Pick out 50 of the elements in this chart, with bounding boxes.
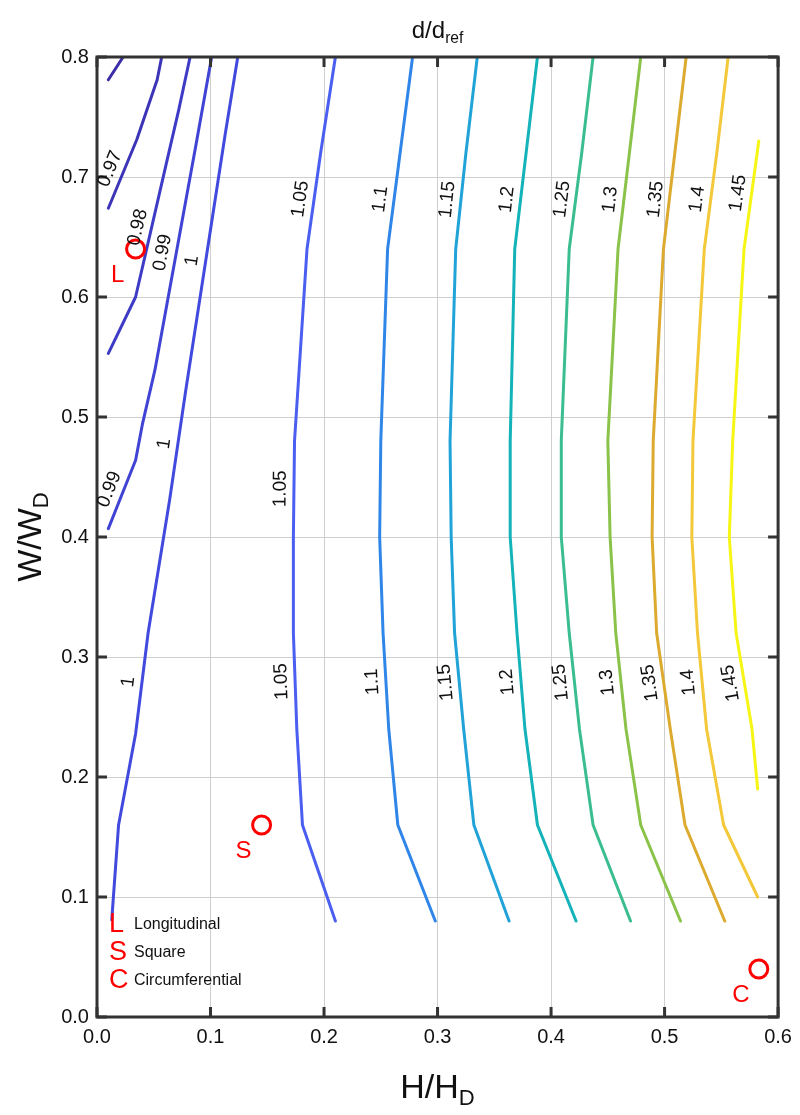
y-tick-label: 0.0 <box>61 1004 89 1027</box>
text: 1.2 <box>493 184 518 214</box>
y-axis-title: W/WD <box>10 492 54 582</box>
text: 1.25 <box>547 663 573 703</box>
text: 1.45 <box>723 173 750 213</box>
text: 1.05 <box>286 179 313 219</box>
text: S <box>109 936 128 967</box>
text: 0.97 <box>92 147 126 190</box>
text: 1 <box>116 675 139 689</box>
text: 1.35 <box>635 663 662 703</box>
y-tick-label: 0.5 <box>61 404 89 427</box>
text: 1.2 <box>494 668 518 697</box>
x-tick-label: 0.1 <box>196 1024 225 1047</box>
text: 1.05 <box>269 662 292 701</box>
annotation: Longitudinal <box>134 915 221 933</box>
text: L <box>109 908 125 939</box>
text: 1.4 <box>675 668 700 697</box>
text: 1 <box>151 436 175 451</box>
y-tick-label: 0.3 <box>61 644 89 667</box>
x-tick-label: 0.5 <box>650 1024 679 1047</box>
y-tick-label: 0.2 <box>61 764 89 787</box>
y-tick-label: 0.8 <box>61 44 89 67</box>
text: 1 <box>179 253 202 268</box>
text: 1.3 <box>594 668 619 697</box>
annotation: Circumferential <box>134 971 242 989</box>
text: 1.1 <box>359 668 383 696</box>
text: 1.35 <box>641 179 668 219</box>
text: 1.15 <box>432 662 457 702</box>
text: 1.3 <box>597 184 622 214</box>
x-tick-label: 0.4 <box>537 1024 565 1047</box>
text: 1.25 <box>548 179 574 219</box>
y-tick-label: 0.6 <box>61 284 89 307</box>
x-tick-label: 0.0 <box>83 1024 111 1047</box>
text: 0.99 <box>91 467 125 510</box>
y-tick-label: 0.7 <box>61 164 89 187</box>
x-tick-label: 0.2 <box>310 1024 338 1047</box>
text: 1.4 <box>683 184 709 214</box>
series-label: L <box>110 259 125 287</box>
text: 1.45 <box>716 663 743 704</box>
y-tick-label: 0.1 <box>61 884 89 907</box>
y-tick-label: 0.4 <box>61 524 89 547</box>
series-label: S <box>235 835 252 863</box>
text: C <box>109 964 129 995</box>
text: 1.05 <box>268 470 290 508</box>
series-label: C <box>732 979 750 1007</box>
x-tick-label: 0.6 <box>764 1024 792 1047</box>
x-tick-label: 0.3 <box>423 1024 452 1047</box>
annotation: Square <box>134 943 186 961</box>
text: 1.1 <box>367 184 392 214</box>
text: 1.15 <box>433 179 459 219</box>
